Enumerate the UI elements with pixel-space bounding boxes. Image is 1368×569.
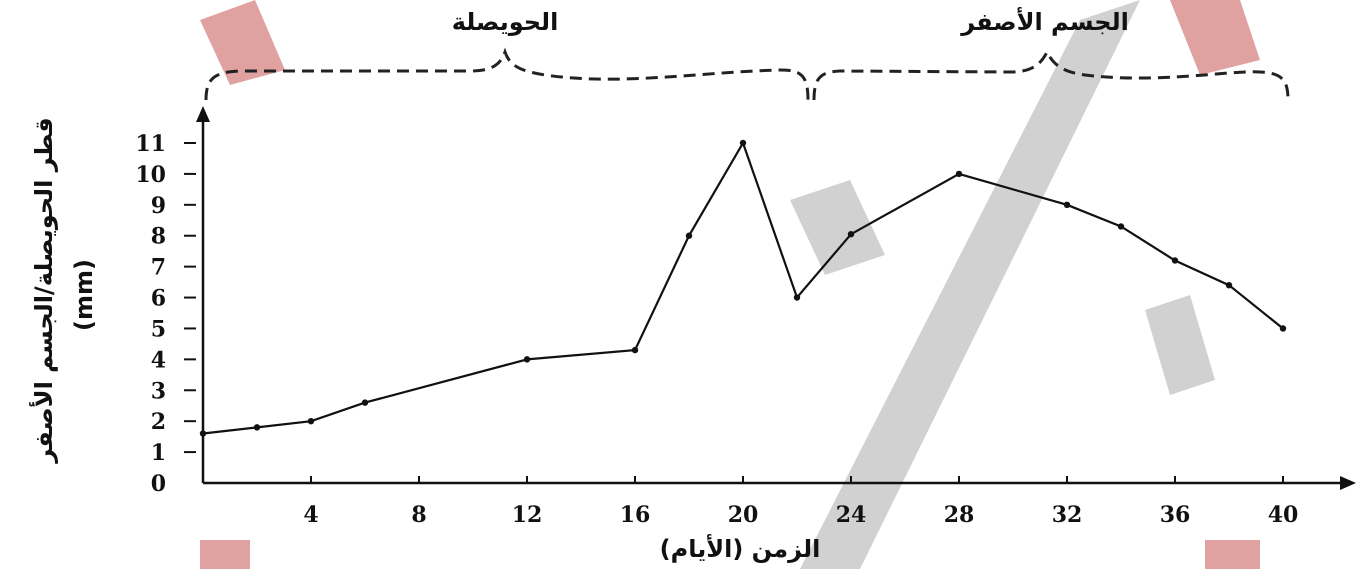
- y-tick-label: 0: [151, 471, 166, 497]
- follicle-label: الحويصلة: [452, 8, 559, 36]
- x-ticks: 4 8 12 16 20 24 28 32 36 40: [303, 476, 1298, 528]
- x-tick-label: 4: [303, 502, 318, 528]
- data-point: [1279, 325, 1287, 332]
- data-point: [199, 430, 207, 437]
- data-point: [1063, 201, 1071, 209]
- y-axis-unit: (mm): [70, 259, 98, 331]
- data-point: [955, 170, 963, 178]
- data-point: [847, 230, 855, 238]
- data-point: [523, 356, 531, 363]
- data-point: [307, 417, 315, 425]
- series-line: [202, 140, 1284, 435]
- data-point: [793, 294, 801, 301]
- x-tick-label: 24: [836, 502, 867, 528]
- series-diameter: [199, 139, 1287, 437]
- y-tick-label: 3: [151, 378, 166, 404]
- follicle-brace: [204, 47, 810, 101]
- data-point: [253, 424, 261, 431]
- data-point: [1171, 257, 1179, 264]
- x-axis-title: الزمن (الأيام): [660, 534, 821, 563]
- watermark: [200, 0, 1260, 569]
- y-tick-label: 4: [151, 347, 166, 373]
- y-ticks: 0 1 2 3 4 5 6 7 8 9 10 11: [135, 131, 196, 497]
- x-tick-label: 12: [512, 502, 543, 528]
- y-tick-label: 5: [151, 316, 166, 342]
- y-tick-label: 6: [151, 286, 166, 312]
- x-tick-label: 32: [1052, 502, 1083, 528]
- x-tick-label: 36: [1160, 502, 1191, 528]
- x-tick-label: 40: [1268, 502, 1299, 528]
- y-tick-label: 1: [151, 440, 166, 466]
- corpus-luteum-brace: [812, 48, 1290, 101]
- data-point: [1117, 223, 1125, 230]
- phase-braces: [204, 47, 1290, 101]
- y-tick-label: 2: [151, 409, 166, 435]
- y-axis-title: قطر الحويصلة/الجسم الأصفر: [29, 117, 58, 463]
- y-tick-label: 9: [151, 193, 166, 219]
- axes: [196, 106, 1356, 490]
- y-tick-label: 7: [151, 255, 166, 281]
- data-point: [361, 399, 369, 406]
- x-tick-label: 16: [620, 502, 651, 528]
- x-axis-arrow: [1340, 476, 1356, 490]
- corpus-luteum-label: الجسم الأصفر: [960, 7, 1129, 36]
- data-point: [1225, 281, 1233, 289]
- x-tick-label: 28: [944, 502, 975, 528]
- x-tick-label: 8: [411, 502, 426, 528]
- y-tick-label: 11: [135, 131, 166, 157]
- data-point: [631, 346, 639, 354]
- x-tick-label: 20: [728, 502, 759, 528]
- y-axis-arrow: [196, 106, 210, 122]
- y-tick-label: 8: [151, 224, 166, 250]
- data-point: [685, 232, 693, 239]
- y-tick-label: 10: [135, 162, 166, 188]
- data-point: [739, 139, 747, 147]
